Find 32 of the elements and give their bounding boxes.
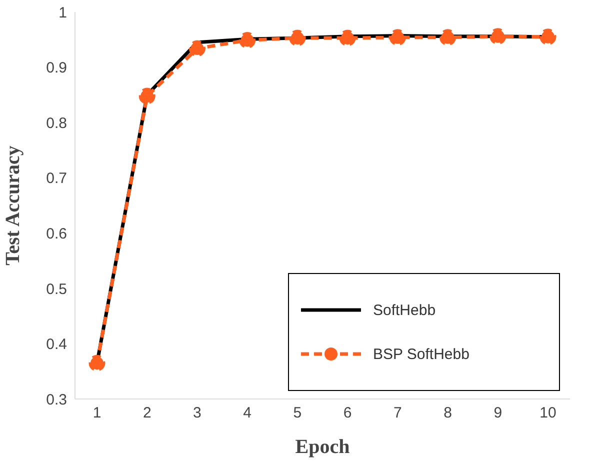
x-tick-label: 7	[393, 404, 402, 422]
y-tick-label: 0.9	[46, 60, 67, 77]
x-axis-title: Epoch	[295, 436, 350, 458]
x-tick-label: 9	[494, 404, 502, 422]
legend-label: SoftHebb	[373, 302, 436, 318]
x-tick-label: 6	[343, 404, 352, 422]
point	[239, 32, 256, 48]
point	[188, 40, 206, 57]
y-tick-label: 0.6	[46, 225, 67, 242]
y-tick-label: 0.3	[46, 391, 67, 408]
point	[289, 30, 306, 46]
legend-label: BSP SoftHebb	[373, 346, 470, 362]
point	[138, 88, 156, 104]
x-tick-label: 5	[293, 404, 302, 422]
x-tick-label: 4	[243, 404, 252, 422]
y-tick-label: 0.4	[46, 336, 67, 354]
x-tick-label: 1	[92, 404, 102, 422]
x-tick-label: 3	[193, 404, 202, 422]
x-tick-label: 8	[444, 404, 452, 422]
point	[440, 29, 456, 46]
y-tick-label: 1	[58, 4, 67, 22]
y-tick-label: 0.5	[46, 280, 67, 298]
point	[540, 28, 556, 46]
point	[490, 28, 506, 45]
x-tick-label: 2	[142, 404, 152, 422]
y-axis-title: Test Accuracy	[2, 146, 24, 266]
point	[88, 354, 106, 372]
point	[339, 30, 356, 46]
y-tick-label: 0.8	[46, 114, 67, 132]
y-tick-label: 0.7	[46, 170, 67, 188]
x-tick-label: 10	[540, 404, 556, 422]
point	[389, 29, 406, 46]
